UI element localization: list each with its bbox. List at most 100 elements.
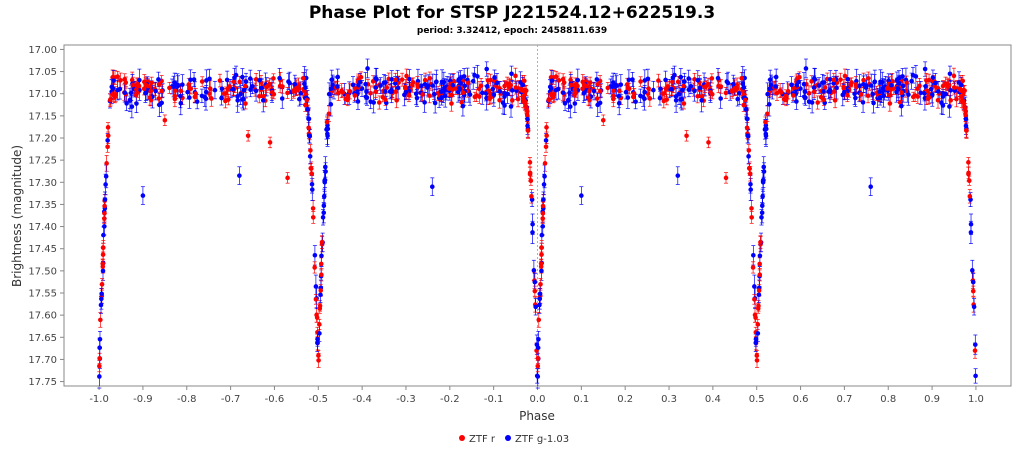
ztf-r-point (536, 317, 542, 323)
ztf-g-point (364, 89, 369, 95)
ztf-g-point (364, 95, 370, 100)
ztf-g-point (870, 91, 876, 97)
ztf-g-point (323, 169, 328, 174)
ztf-g-point (594, 77, 600, 82)
ztf-r-point (393, 77, 398, 83)
ztf-r-point (841, 86, 847, 91)
ztf-g-point (616, 100, 622, 106)
ztf-g-point (240, 97, 245, 102)
ztf-r-point (538, 264, 544, 269)
ztf-r-point (451, 78, 457, 84)
ztf-g-point (335, 84, 340, 89)
ztf-g-point (676, 91, 682, 97)
ztf-r-point (523, 88, 529, 93)
x-tick-label: -0.6 (265, 394, 285, 405)
y-tick-label: 17.05 (28, 67, 57, 78)
ztf-g-point (99, 296, 104, 302)
ztf-r-point (904, 80, 909, 86)
ztf-r-point (265, 83, 271, 88)
ztf-g-point (323, 164, 328, 170)
ztf-r-point (256, 93, 262, 99)
ztf-r-point (966, 171, 971, 177)
ztf-r-point (752, 297, 757, 302)
ztf-g-point (134, 101, 139, 106)
ztf-g-point (860, 100, 866, 105)
ztf-g-point (429, 184, 435, 190)
ztf-g-point (321, 210, 327, 216)
ztf-r-point (888, 87, 894, 92)
ztf-r-point (415, 82, 420, 87)
ztf-g-point (724, 79, 730, 84)
ztf-g-point (328, 86, 334, 92)
ztf-r-point (399, 77, 405, 82)
y-tick-label: 17.15 (28, 111, 57, 122)
ztf-g-point (178, 93, 183, 99)
ztf-r-point (806, 90, 812, 96)
ztf-r-point (460, 90, 466, 95)
ztf-g-point (395, 85, 401, 91)
ztf-g-point (286, 79, 291, 84)
y-tick-label: 17.75 (28, 377, 57, 388)
ztf-g-point (279, 96, 285, 101)
ztf-r-point (446, 86, 452, 91)
ztf-r-point (597, 88, 603, 94)
ztf-g-point (761, 169, 767, 174)
ztf-g-point (789, 82, 794, 88)
ztf-g-point (909, 78, 914, 84)
ztf-g-point (439, 79, 445, 85)
ztf-r-point (946, 82, 952, 88)
ztf-r-point (410, 82, 415, 88)
ztf-r-point (406, 92, 412, 98)
ztf-g-point (235, 98, 240, 103)
ztf-r-point (314, 315, 320, 320)
ztf-g-point (497, 89, 503, 94)
ztf-r-point (594, 96, 600, 101)
ztf-r-point (324, 119, 330, 125)
ztf-g-point (572, 101, 578, 106)
ztf-g-point (260, 98, 266, 103)
ztf-r-point (723, 90, 729, 96)
ztf-g-point (752, 284, 757, 289)
ztf-g-point (972, 342, 978, 347)
ztf-r-point (130, 82, 136, 88)
ztf-g-point (492, 75, 497, 80)
ztf-r-point (267, 140, 273, 145)
ztf-g-point (968, 230, 974, 235)
ztf-g-point (305, 107, 310, 112)
ztf-r-point (535, 356, 541, 361)
ztf-g-point (137, 77, 142, 83)
ztf-g-point (900, 74, 905, 79)
ztf-r-point (148, 88, 154, 94)
ztf-g-point (422, 81, 428, 87)
ztf-g-point (579, 193, 584, 198)
ztf-g-point (350, 82, 356, 88)
ztf-r-point (370, 79, 376, 84)
ztf-r-point (540, 211, 546, 216)
ztf-g-point (382, 89, 388, 94)
ztf-r-point (970, 288, 976, 294)
ztf-r-point (959, 95, 965, 100)
ztf-r-point (308, 165, 314, 171)
ztf-g-point (117, 86, 123, 92)
ztf-r-point (522, 78, 527, 84)
ztf-r-point (575, 83, 580, 89)
ztf-g-point (277, 75, 282, 81)
x-tick-label: 0.4 (705, 394, 721, 405)
ztf-r-point (889, 78, 895, 84)
ztf-g-point (520, 82, 526, 88)
ztf-r-point (502, 83, 507, 89)
ztf-g-point (759, 210, 765, 216)
ztf-g-point (763, 131, 769, 137)
ztf-g-point (695, 77, 701, 83)
ztf-g-point (335, 74, 341, 80)
x-tick-label: 0.7 (836, 394, 852, 405)
ztf-g-point (794, 99, 799, 104)
ztf-r-point (99, 282, 105, 287)
ztf-g-point (536, 336, 541, 342)
ztf-r-point (343, 96, 348, 102)
ztf-g-point (309, 187, 315, 192)
ztf-r-point (734, 82, 740, 88)
ztf-g-point (853, 95, 858, 101)
ztf-r-point (352, 93, 358, 98)
